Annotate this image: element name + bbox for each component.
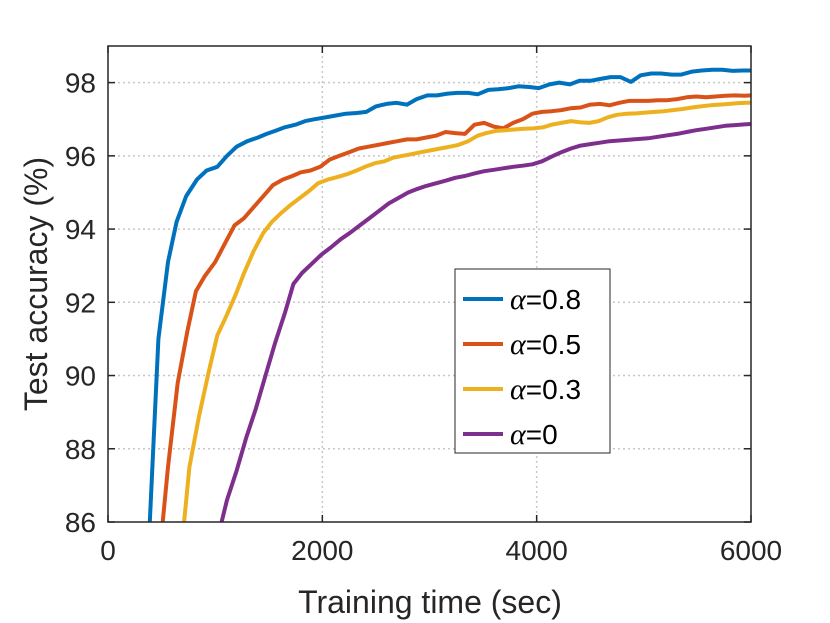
x-tick-label: 4000 <box>506 535 568 566</box>
legend-label-2: α=0.3 <box>510 373 581 406</box>
series-line-0 <box>147 67 751 522</box>
x-tick-label: 0 <box>100 535 116 566</box>
legend-label-1: α=0.5 <box>510 328 581 361</box>
y-tick-label: 96 <box>65 141 96 172</box>
legend-items: α=0.8 α=0.5 α=0.3 α=0 <box>463 283 581 451</box>
y-axis-title: Test accuracy (%) <box>18 157 54 411</box>
legend-label-0: α=0.8 <box>510 283 581 316</box>
y-tick-label: 86 <box>65 507 96 538</box>
legend-label-3: α=0 <box>510 418 558 451</box>
plot-background <box>108 46 751 522</box>
x-tick-label: 6000 <box>720 535 782 566</box>
axis-tick-labels: 0 2000 4000 6000 86 88 90 92 94 96 98 <box>65 68 782 566</box>
y-tick-label: 90 <box>65 361 96 392</box>
x-axis-title: Training time (sec) <box>298 584 562 620</box>
y-tick-label: 98 <box>65 68 96 99</box>
y-tick-label: 94 <box>65 214 96 245</box>
x-tick-label: 2000 <box>291 535 353 566</box>
y-tick-label: 92 <box>65 287 96 318</box>
y-tick-label: 88 <box>65 434 96 465</box>
legend: α=0.8 α=0.5 α=0.3 α=0 <box>454 268 611 454</box>
series-line-1 <box>160 93 751 522</box>
plot-frame <box>107 45 752 523</box>
series-line-3 <box>219 122 751 522</box>
series-line-2 <box>182 100 751 522</box>
axis-ticks <box>107 46 752 523</box>
series-layer <box>147 67 751 522</box>
